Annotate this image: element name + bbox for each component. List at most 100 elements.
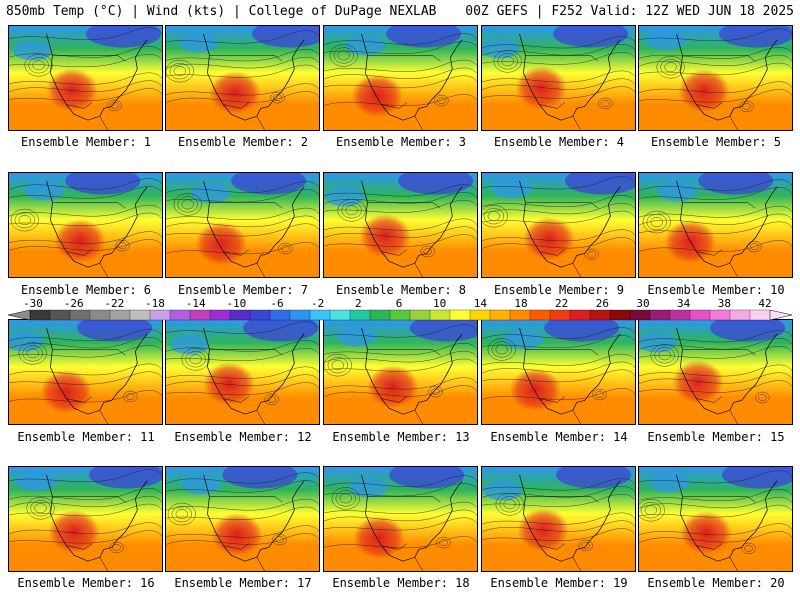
political-borders <box>525 55 599 130</box>
ensemble-member-map <box>165 466 320 572</box>
cold-region <box>556 467 632 489</box>
ensemble-member-label: Ensemble Member: 12 <box>174 430 312 444</box>
colorbar-swatch <box>169 309 191 321</box>
political-borders <box>525 349 599 424</box>
colorbar-tick-label: 14 <box>473 297 487 310</box>
ensemble-member-map <box>481 25 636 131</box>
map-plot <box>324 320 477 424</box>
height-contours <box>324 184 477 258</box>
hot-region <box>515 66 567 110</box>
cool-region <box>503 329 544 350</box>
height-contours <box>639 179 792 253</box>
ensemble-member-map <box>638 466 793 572</box>
colorbar-tick-label: 22 <box>555 297 569 310</box>
political-borders <box>52 496 126 571</box>
colorbar-swatch <box>709 309 731 321</box>
colorbar-swatch <box>89 309 111 321</box>
ensemble-member-map <box>165 172 320 278</box>
colorbar-tick-label: 30 <box>636 297 650 310</box>
colorbar-tick-label: 26 <box>595 297 609 310</box>
political-borders <box>367 496 441 571</box>
ensemble-member-map <box>481 172 636 278</box>
height-contours <box>324 324 477 398</box>
cool-region <box>178 32 219 53</box>
map-plot <box>166 173 319 277</box>
height-contours <box>9 469 162 554</box>
political-borders <box>367 202 441 277</box>
colorbar-swatch <box>389 309 411 321</box>
coastline <box>361 327 463 415</box>
political-borders <box>52 55 126 130</box>
ensemble-member-map <box>8 319 163 425</box>
ensemble-member-map <box>638 172 793 278</box>
colorbar-swatch <box>409 309 431 321</box>
coastline <box>361 33 463 121</box>
colorbar-swatch <box>149 309 171 321</box>
colorbar-swatch <box>489 309 511 321</box>
hot-region <box>209 71 261 115</box>
ensemble-member-label: Ensemble Member: 5 <box>650 135 782 149</box>
coastline <box>519 474 621 562</box>
height-contours <box>639 28 792 113</box>
coastline <box>203 474 305 562</box>
colorbar-tick-label: -6 <box>270 297 284 310</box>
cool-region <box>657 181 698 202</box>
height-contours <box>639 470 792 555</box>
colorbar-swatch <box>749 309 771 321</box>
colorbar-tick-label: -14 <box>185 297 206 310</box>
ensemble-member-label: Ensemble Member: 16 <box>17 576 155 590</box>
colorbar-swatch <box>189 309 211 321</box>
cool-region <box>24 180 65 201</box>
ensemble-member-map <box>8 466 163 572</box>
ensemble-member-map <box>323 172 478 278</box>
ensemble-member-label: Ensemble Member: 11 <box>17 430 155 444</box>
cool-region <box>648 472 689 493</box>
cold-region <box>386 26 462 48</box>
ensemble-member-label: Ensemble Member: 10 <box>647 283 785 297</box>
colorbar-tick-label: 6 <box>395 297 403 310</box>
ensemble-member-label: Ensemble Member: 8 <box>335 283 467 297</box>
ensemble-member-map <box>323 319 478 425</box>
colorbar-swatch <box>269 309 291 321</box>
colorbar-swatch <box>229 309 251 321</box>
cold-region <box>398 173 474 195</box>
coastline <box>203 327 305 415</box>
political-borders <box>209 202 283 277</box>
political-borders <box>682 55 756 130</box>
height-contours <box>324 33 477 107</box>
colorbar-tick-label: -2 <box>311 297 325 310</box>
colorbar-tick-label: 38 <box>717 297 731 310</box>
cool-region <box>348 477 389 498</box>
hot-region <box>367 365 419 409</box>
height-contours <box>166 30 319 104</box>
hot-region <box>680 511 732 555</box>
map-plot <box>9 173 162 277</box>
cold-region <box>553 26 629 48</box>
colorbar-tick-label: -30 <box>23 297 43 310</box>
cold-region <box>77 320 153 342</box>
ensemble-member-label: Ensemble Member: 13 <box>332 430 470 444</box>
map-plot <box>639 26 792 130</box>
coastline <box>46 327 148 415</box>
cold-region <box>721 467 792 489</box>
colorbar-swatch <box>49 309 71 321</box>
coastline <box>46 180 148 268</box>
height-contours <box>9 27 162 112</box>
hot-region <box>509 368 561 412</box>
cold-region <box>544 320 620 342</box>
colorbar-swatch <box>109 309 131 321</box>
cool-region <box>169 334 210 355</box>
ensemble-member-label: Ensemble Member: 7 <box>177 283 309 297</box>
hot-region <box>678 69 730 113</box>
ensemble-member-label: Ensemble Member: 3 <box>335 135 467 149</box>
map-plot <box>482 173 635 277</box>
colorbar-swatch <box>449 309 471 321</box>
cool-region <box>181 474 222 495</box>
colorbar-tick-label: -26 <box>63 297 84 310</box>
header-valid-time: 00Z GEFS | F252 Valid: 12Z WED JUN 18 20… <box>465 4 794 19</box>
ensemble-member-label: Ensemble Member: 14 <box>490 430 628 444</box>
cold-region <box>222 467 298 489</box>
colorbar-tick-label: -22 <box>104 297 125 310</box>
cold-region <box>86 26 162 48</box>
ensemble-member-map <box>638 25 793 131</box>
